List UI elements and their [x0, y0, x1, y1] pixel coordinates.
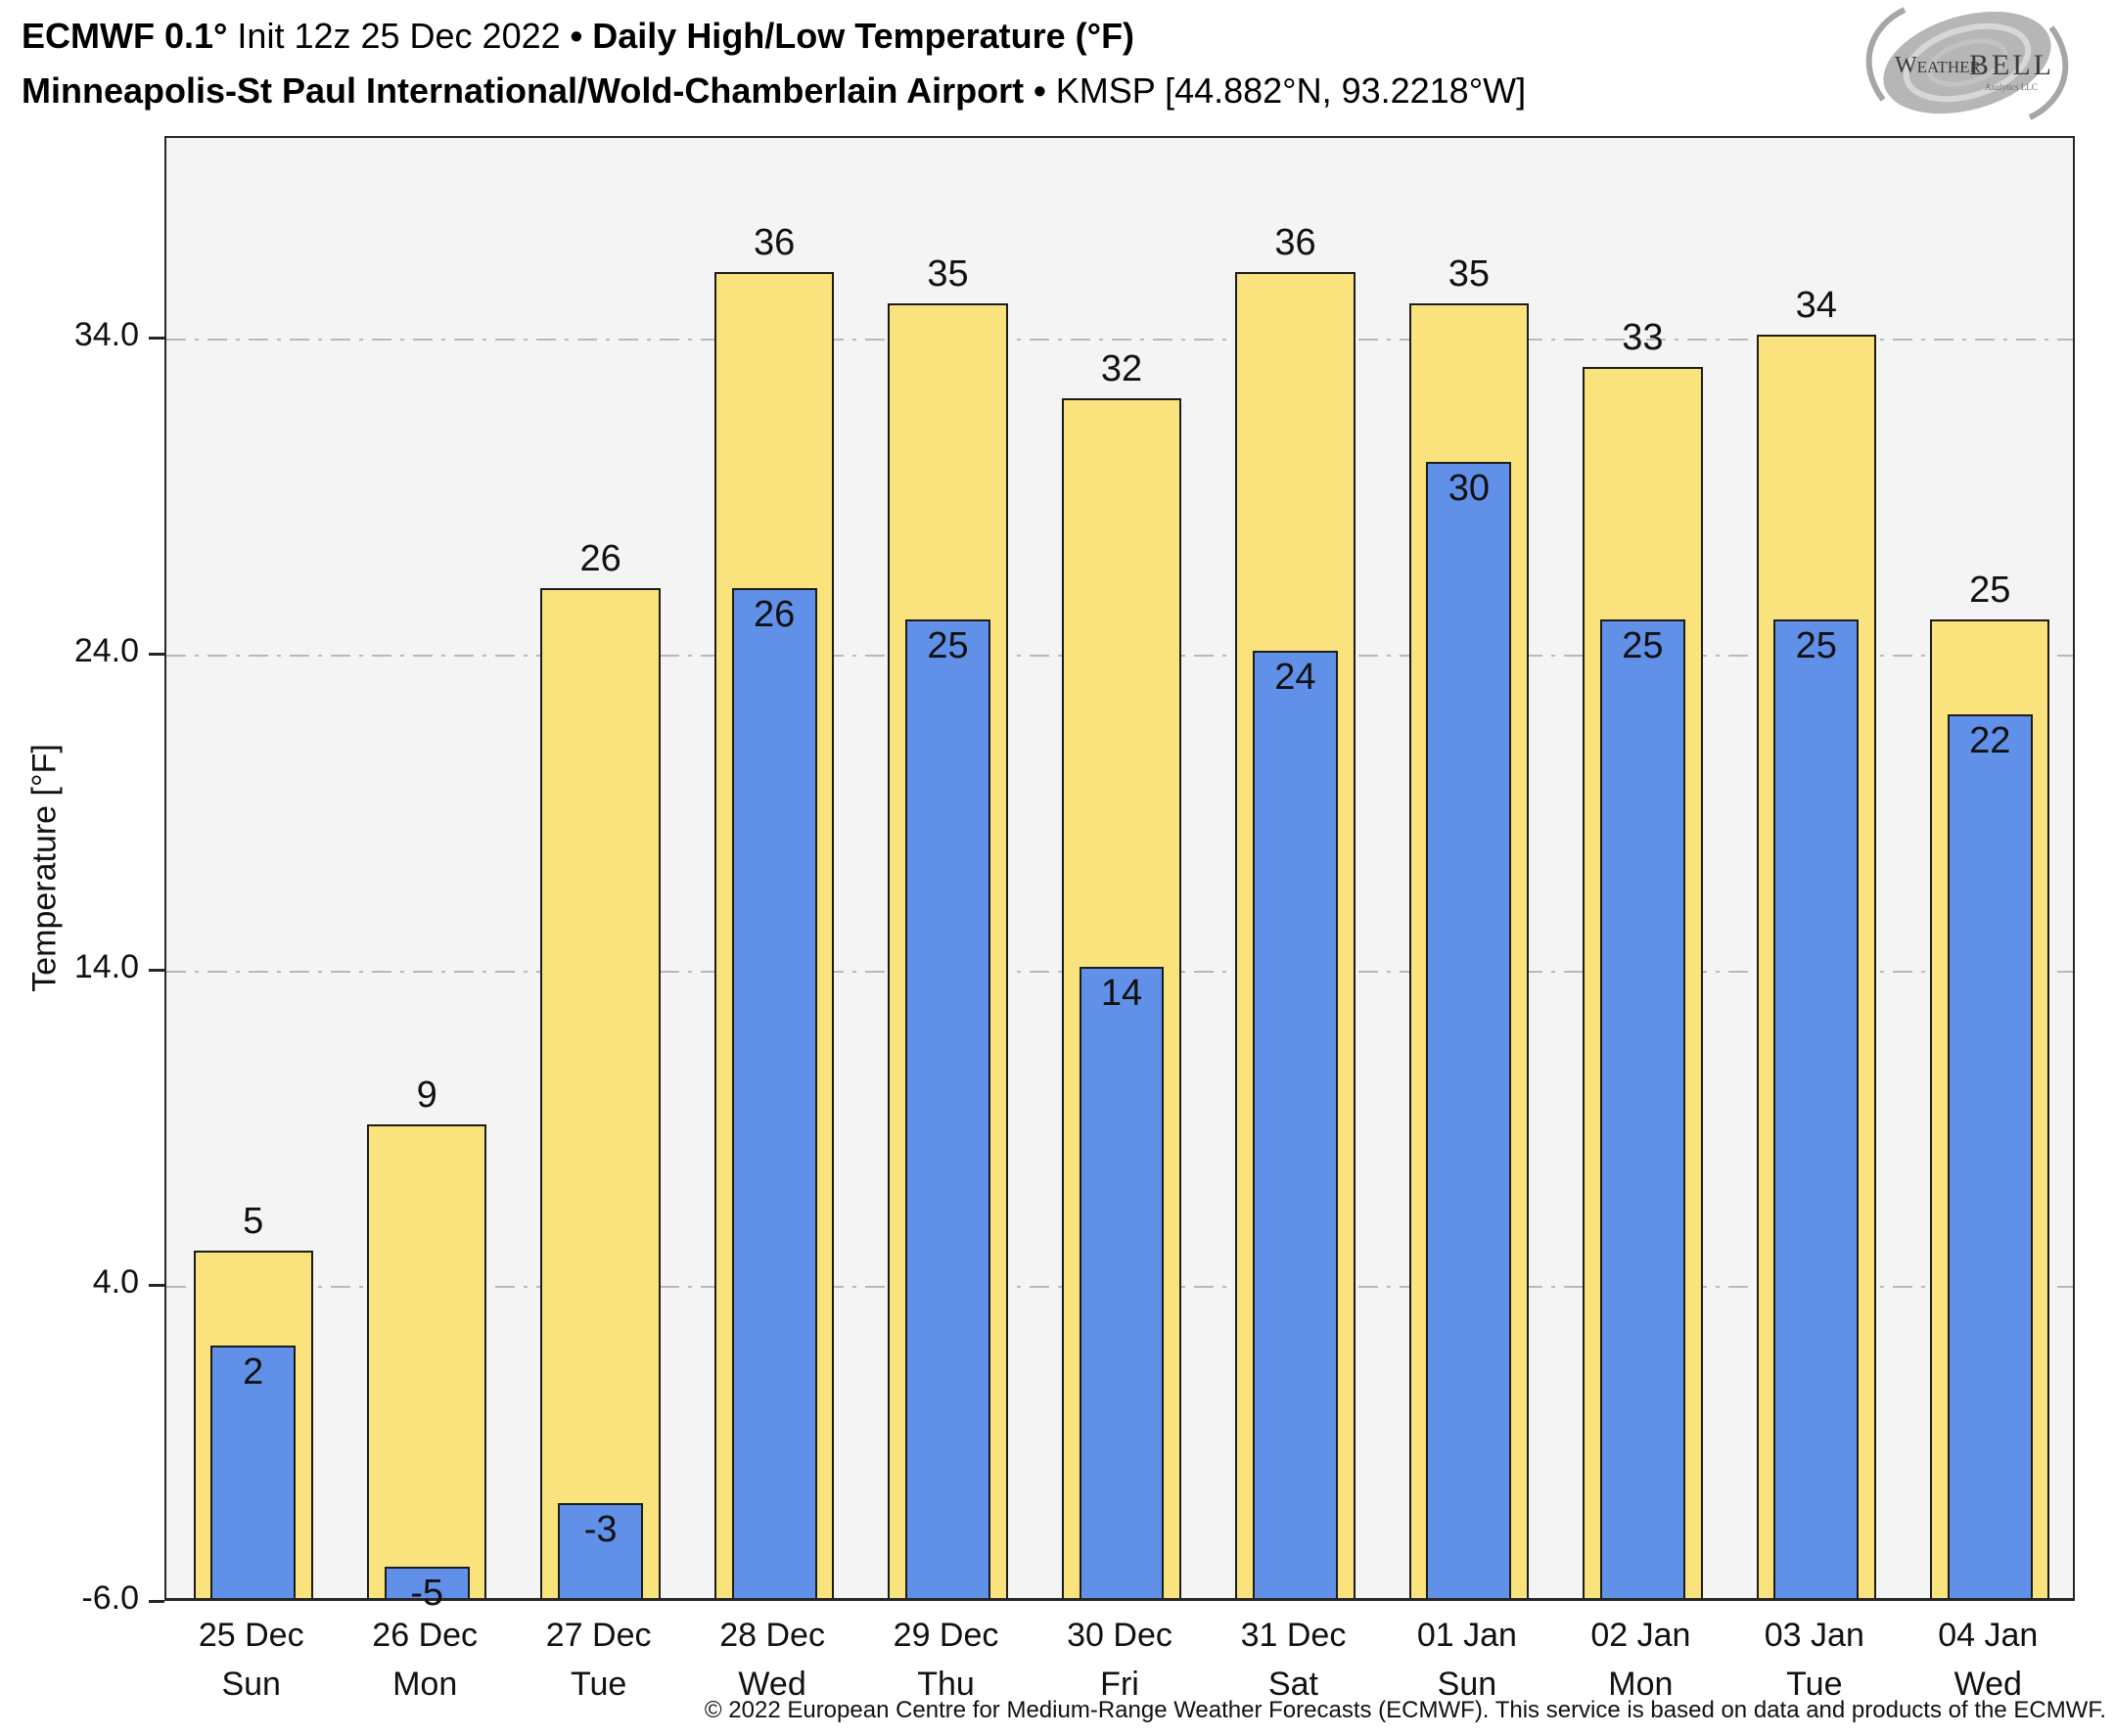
high-value-label: 33	[1622, 316, 1664, 358]
init-time: Init 12z 25 Dec 2022	[227, 16, 561, 56]
x-tick-day: Mon	[392, 1666, 458, 1703]
low-value-label: 25	[1622, 624, 1664, 666]
high-value-label: 26	[579, 537, 621, 579]
x-tick-date: 27 Dec	[545, 1617, 652, 1654]
logo-analytics-text: Analytics LLC	[1985, 82, 2038, 92]
high-value-label: 32	[1100, 348, 1143, 389]
bullet-separator: •	[570, 16, 583, 56]
y-tick-mark	[149, 337, 164, 341]
low-value-label: 2	[243, 1350, 264, 1393]
x-tick-date: 25 Dec	[198, 1617, 304, 1654]
chart-subtitle: Minneapolis-St Paul International/Wold-C…	[22, 70, 1526, 112]
chart-title: ECMWF 0.1° Init 12z 25 Dec 2022 • Daily Hi…	[22, 16, 1134, 57]
logo-weather-text: Weather	[1895, 53, 1981, 78]
x-tick-day: Tue	[570, 1666, 627, 1703]
low-value-label: 25	[1795, 624, 1837, 666]
bullet-separator: •	[1034, 70, 1046, 111]
low-bar: -5	[384, 1566, 470, 1614]
x-tick-day: Wed	[1953, 1666, 2022, 1703]
low-bar: 25	[1773, 618, 1860, 1598]
y-tick-label: -6.0	[81, 1579, 139, 1617]
low-bar: 24	[1252, 651, 1338, 1598]
weatherbell-logo-icon: Weather BELL Analytics LLC	[1865, 7, 2069, 120]
high-value-label: 35	[1448, 253, 1491, 296]
x-tick-date: 29 Dec	[893, 1617, 999, 1654]
copyright-text: © 2022 European Centre for Medium-Range …	[704, 1697, 2106, 1723]
low-bar: 26	[731, 587, 817, 1598]
x-tick-date: 28 Dec	[719, 1617, 825, 1654]
x-tick-date: 02 Jan	[1590, 1617, 1691, 1654]
high-bar	[540, 587, 661, 1598]
x-tick-day: Thu	[917, 1666, 975, 1703]
y-tick-label: 24.0	[73, 632, 139, 670]
low-value-label: 30	[1448, 467, 1491, 509]
y-tick-mark	[149, 653, 164, 657]
x-tick-day: Tue	[1786, 1666, 1843, 1703]
x-tick-day: Fri	[1100, 1666, 1139, 1703]
high-value-label: 5	[243, 1201, 264, 1243]
x-tick-date: 03 Jan	[1764, 1617, 1864, 1654]
x-tick-day: Sun	[221, 1666, 281, 1703]
low-bar: 25	[1599, 618, 1685, 1598]
high-value-label: 25	[1969, 569, 2011, 611]
high-value-label: 36	[753, 221, 796, 263]
low-bar: 2	[210, 1345, 297, 1598]
y-tick-mark	[149, 1284, 164, 1288]
x-tick-day: Sun	[1437, 1666, 1497, 1703]
product-name: Daily High/Low Temperature (°F)	[592, 16, 1135, 56]
low-value-label: 14	[1100, 972, 1143, 1014]
high-value-label: 36	[1274, 221, 1316, 263]
low-value-label: 25	[927, 624, 969, 666]
high-value-label: 35	[927, 253, 969, 296]
y-tick-mark	[149, 968, 164, 972]
x-tick-date: 30 Dec	[1067, 1617, 1172, 1654]
low-value-label: 22	[1969, 719, 2011, 761]
station-id: KMSP [44.882°N, 93.2218°W]	[1055, 70, 1527, 111]
x-tick-date: 01 Jan	[1416, 1617, 1517, 1654]
x-tick-day: Wed	[738, 1666, 806, 1703]
high-bar	[366, 1124, 487, 1598]
y-tick-label: 4.0	[92, 1263, 139, 1302]
gridline-34	[166, 339, 2073, 342]
low-bar: 22	[1947, 713, 2033, 1598]
x-tick-date: 26 Dec	[372, 1617, 479, 1654]
plot-area: 5 2 9 -5 26 -3 36 26 35 25 32 14 36 24 35 30 33 25 34 25 25 2…	[164, 136, 2075, 1614]
low-value-label: -3	[583, 1509, 618, 1551]
x-tick-date: 04 Jan	[1938, 1617, 2039, 1654]
low-value-label: 24	[1274, 657, 1316, 699]
station-name: Minneapolis-St Paul International/Wold-C…	[22, 70, 1025, 111]
logo-bell-text: BELL	[1969, 49, 2054, 81]
low-bar: 30	[1426, 461, 1512, 1598]
model-name: ECMWF 0.1°	[22, 16, 228, 56]
low-value-label: -5	[410, 1572, 444, 1614]
high-value-label: 34	[1795, 285, 1837, 327]
x-tick-day: Mon	[1608, 1666, 1674, 1703]
low-bar: -3	[558, 1503, 644, 1598]
low-value-label: 26	[753, 593, 796, 635]
high-value-label: 9	[416, 1074, 437, 1117]
low-bar: 14	[1079, 966, 1165, 1598]
y-tick-label: 14.0	[73, 947, 139, 985]
x-tick-date: 31 Dec	[1240, 1617, 1347, 1654]
y-tick-label: 34.0	[73, 316, 139, 354]
low-bar: 25	[905, 618, 990, 1598]
y-tick-mark	[149, 1600, 164, 1603]
x-tick-day: Sat	[1267, 1666, 1318, 1703]
